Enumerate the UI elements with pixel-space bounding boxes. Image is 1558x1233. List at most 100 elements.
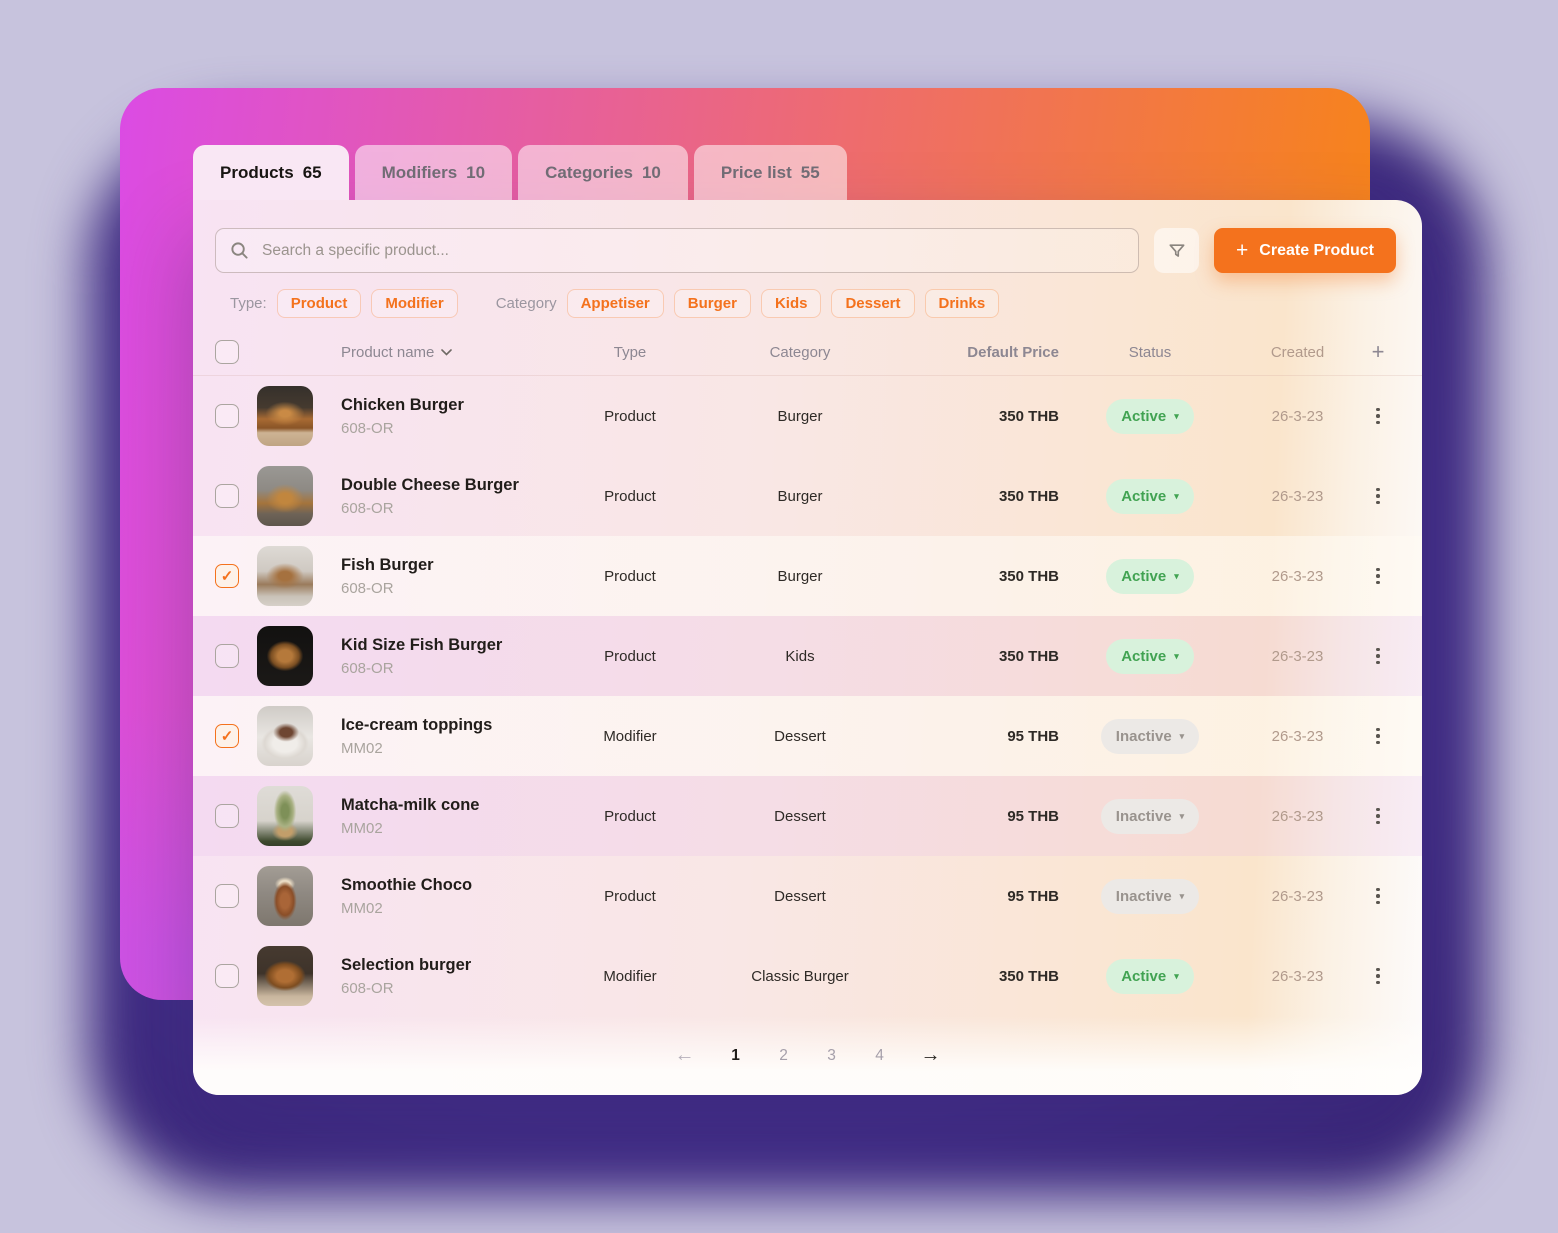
cell-type: Product xyxy=(604,487,656,505)
kebab-menu-icon[interactable] xyxy=(1372,564,1384,589)
cell-created: 26-3-23 xyxy=(1271,567,1324,585)
product-photo xyxy=(257,946,313,1006)
filter-chip-product[interactable]: Product xyxy=(276,288,362,318)
cell-price: 350 THB xyxy=(998,967,1059,985)
row-checkbox[interactable]: ✓ xyxy=(215,564,239,588)
select-all-checkbox[interactable]: ✓ xyxy=(215,340,239,364)
product-photo xyxy=(257,386,313,446)
page-button-2[interactable]: 2 xyxy=(779,1046,788,1064)
cell-type: Product xyxy=(604,567,656,585)
row-checkbox[interactable]: ✓ xyxy=(215,724,239,748)
cell-created: 26-3-23 xyxy=(1271,647,1324,665)
cell-price: 350 THB xyxy=(998,647,1059,665)
search-bar[interactable] xyxy=(215,228,1140,273)
search-icon xyxy=(230,241,249,260)
cell-created: 26-3-23 xyxy=(1271,727,1324,745)
product-photo xyxy=(257,706,313,766)
chevron-down-icon: ▾ xyxy=(1174,570,1179,581)
filter-chip-burger[interactable]: Burger xyxy=(673,288,751,318)
cell-category: Classic Burger xyxy=(751,967,849,985)
table-row[interactable]: ✓ Kid Size Fish Burger 608-OR Product Kid… xyxy=(193,616,1422,696)
product-sku: 608-OR xyxy=(341,499,394,517)
page-button-4[interactable]: 4 xyxy=(875,1046,884,1064)
cell-created: 26-3-23 xyxy=(1271,967,1324,985)
kebab-menu-icon[interactable] xyxy=(1372,404,1384,429)
kebab-menu-icon[interactable] xyxy=(1372,964,1384,989)
table-row[interactable]: ✓ Selection burger 608-OR Modifier Classi… xyxy=(193,936,1422,1016)
tab-modifiers[interactable]: Modifiers 10 xyxy=(354,145,513,200)
page-button-3[interactable]: 3 xyxy=(827,1046,836,1064)
tab-categories[interactable]: Categories 10 xyxy=(518,145,688,200)
prev-page-arrow[interactable]: ← xyxy=(674,1044,695,1066)
status-badge[interactable]: Active ▾ xyxy=(1106,958,1194,994)
chevron-down-icon: ▾ xyxy=(1174,490,1179,501)
header-status: Status xyxy=(1128,343,1172,361)
pagination: ← 1 2 3 4 → xyxy=(675,1044,941,1067)
filter-button[interactable] xyxy=(1154,228,1200,273)
search-input[interactable] xyxy=(260,240,1125,261)
header-type: Type xyxy=(613,343,647,361)
kebab-menu-icon[interactable] xyxy=(1372,724,1384,749)
cell-category: Burger xyxy=(777,567,823,585)
status-badge[interactable]: Active ▾ xyxy=(1106,478,1194,514)
filter-chip-modifier[interactable]: Modifier xyxy=(371,288,458,318)
filter-chip-dessert[interactable]: Dessert xyxy=(831,288,915,318)
status-badge[interactable]: Active ▾ xyxy=(1106,558,1194,594)
product-sku: 608-OR xyxy=(341,979,394,997)
page-button-1[interactable]: 1 xyxy=(731,1046,740,1064)
chevron-down-icon: ▾ xyxy=(1174,650,1179,661)
cell-type: Product xyxy=(604,807,656,825)
filter-chip-drinks[interactable]: Drinks xyxy=(924,288,1000,318)
tab-count: 55 xyxy=(800,162,820,182)
table-row[interactable]: ✓ Smoothie Choco MM02 Product Dessert 95 … xyxy=(193,856,1422,936)
status-badge[interactable]: Inactive ▾ xyxy=(1100,798,1200,834)
product-photo xyxy=(257,786,313,846)
tab-products[interactable]: Products 65 xyxy=(193,145,349,200)
kebab-menu-icon[interactable] xyxy=(1372,884,1384,909)
table-row[interactable]: ✓ Chicken Burger 608-OR Product Burger 35… xyxy=(193,376,1422,456)
cell-category: Dessert xyxy=(774,727,826,745)
tab-price-list[interactable]: Price list 55 xyxy=(693,145,847,200)
product-name: Selection burger xyxy=(341,955,472,974)
kebab-menu-icon[interactable] xyxy=(1372,644,1384,669)
row-checkbox[interactable]: ✓ xyxy=(215,964,239,988)
row-checkbox[interactable]: ✓ xyxy=(215,884,239,908)
create-product-label: Create Product xyxy=(1259,241,1374,259)
table-row[interactable]: ✓ Matcha-milk cone MM02 Product Dessert 9… xyxy=(193,776,1422,856)
row-checkbox[interactable]: ✓ xyxy=(215,484,239,508)
cell-price: 350 THB xyxy=(998,487,1059,505)
status-badge[interactable]: Inactive ▾ xyxy=(1100,718,1200,754)
category-filter-label: Category xyxy=(495,294,557,312)
table-header: ✓ Product name Type Category Default Pri… xyxy=(193,329,1422,376)
row-checkbox[interactable]: ✓ xyxy=(215,804,239,828)
table-row[interactable]: ✓ Ice-cream toppings MM02 Modifier Desser… xyxy=(193,696,1422,776)
kebab-menu-icon[interactable] xyxy=(1372,484,1384,509)
row-checkbox[interactable]: ✓ xyxy=(215,644,239,668)
check-icon: ✓ xyxy=(220,567,234,585)
create-product-button[interactable]: + Create Product xyxy=(1214,228,1396,273)
plus-icon: + xyxy=(1236,239,1249,262)
product-name: Kid Size Fish Burger xyxy=(341,635,503,654)
tab-label: Products xyxy=(220,162,294,182)
check-icon: ✓ xyxy=(220,727,234,745)
status-badge[interactable]: Active ▾ xyxy=(1106,638,1194,674)
product-sku: 608-OR xyxy=(341,419,394,437)
type-filter-label: Type: xyxy=(230,294,267,312)
table-row[interactable]: ✓ Double Cheese Burger 608-OR Product Bur… xyxy=(193,456,1422,536)
product-sku: 608-OR xyxy=(341,579,394,597)
status-badge[interactable]: Active ▾ xyxy=(1106,398,1194,434)
filter-chip-kids[interactable]: Kids xyxy=(760,288,822,318)
next-page-arrow[interactable]: → xyxy=(920,1044,941,1066)
product-name: Matcha-milk cone xyxy=(341,795,480,814)
status-badge[interactable]: Inactive ▾ xyxy=(1100,878,1200,914)
row-checkbox[interactable]: ✓ xyxy=(215,404,239,428)
product-sku: MM02 xyxy=(341,819,383,837)
sort-chevron-icon xyxy=(441,348,453,356)
kebab-menu-icon[interactable] xyxy=(1372,804,1384,829)
cell-category: Dessert xyxy=(774,807,826,825)
header-product-name[interactable]: Product name xyxy=(341,344,555,361)
product-sku: 608-OR xyxy=(341,659,394,677)
add-column-button[interactable]: + xyxy=(1371,339,1385,364)
table-row[interactable]: ✓ Fish Burger 608-OR Product Burger 350 T… xyxy=(193,536,1422,616)
filter-chip-appetiser[interactable]: Appetiser xyxy=(566,288,664,318)
